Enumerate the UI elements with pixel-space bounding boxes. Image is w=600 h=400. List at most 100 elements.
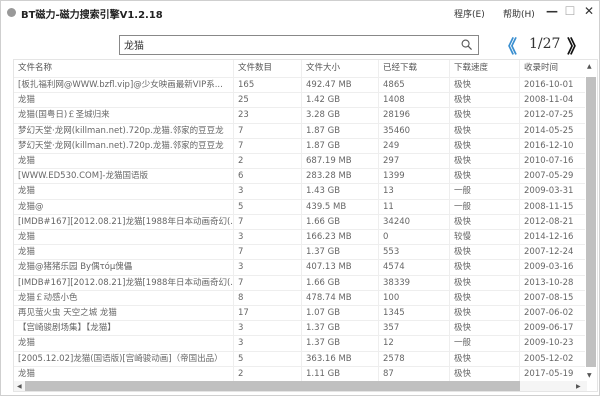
table-row[interactable]: [板扎福利网@WWW.bzfl.vip]@少女映画最新VIP系... 165 492… <box>14 77 587 93</box>
table-row[interactable]: 龙猫@猪猪乐园 By偶τóμ傀儡 3 407.13 MB 4574 极快 2009-03-… <box>14 259 587 275</box>
cell-file-count: 25 <box>234 93 302 108</box>
cell-file-size: 1.37 GB <box>302 321 379 336</box>
cell-date: 2017-05-19 <box>524 368 574 379</box>
table-row[interactable]: 龙猫 3 1.37 GB 12 一般 2009-10-23 <box>14 335 587 351</box>
cell-downloaded: 12 <box>379 336 450 351</box>
cell-file-size: 687.19 MB <box>302 154 379 169</box>
table-row[interactable]: 梦幻天堂·龙网(killman.net).720p.龙猫.邻家的豆豆龙 7 1.87… <box>14 122 587 138</box>
cell-file-name: 龙猫 <box>14 184 234 199</box>
cell-speed: 一般 <box>450 184 520 199</box>
cell-downloaded: 87 <box>379 366 450 381</box>
cell-downloaded: 4865 <box>379 78 450 93</box>
cell-file-name: 龙猫(国粤日)￡圣城归来 <box>14 108 234 123</box>
cell-downloaded: 1408 <box>379 93 450 108</box>
vertical-scrollbar[interactable]: ▲ ▼ <box>585 60 597 381</box>
maximize-icon[interactable]: ☐ <box>564 4 576 18</box>
horizontal-scroll-thumb[interactable] <box>25 381 520 391</box>
cell-file-size: 1.87 GB <box>302 123 379 138</box>
table-row[interactable]: 龙猫 3 166.23 MB 0 较慢 2014-12-16 <box>14 229 587 245</box>
cell-date: 2007-06-02 <box>524 308 574 318</box>
cell-file-size: 1.37 GB <box>302 245 379 260</box>
menu-help[interactable]: 帮助(H) <box>503 10 535 20</box>
minimize-icon[interactable]: — <box>546 4 558 18</box>
cell-date: 2005-12-02 <box>524 353 574 364</box>
table-row[interactable]: 龙猫 3 1.43 GB 13 一般 2009-03-31 <box>14 183 587 199</box>
cell-file-count: 5 <box>234 199 302 214</box>
col-header-size[interactable]: 文件大小 <box>302 60 379 77</box>
cell-file-count: 8 <box>234 290 302 305</box>
cell-file-count: 3 <box>234 184 302 199</box>
table-row[interactable]: 龙猫￡动感小色 8 478.74 MB 100 极快 2007-08-15 <box>14 289 587 305</box>
vertical-scroll-thumb[interactable] <box>586 77 596 367</box>
table-row[interactable]: 龙猫 25 1.42 GB 1408 极快 2008-11-04 <box>14 92 587 108</box>
cell-speed: 极快 <box>450 306 520 321</box>
cell-file-name: [2005.12.02]龙猫(国语版)[宫崎骏动画]（帝国出品） <box>14 351 234 366</box>
col-header-name[interactable]: 文件名称 <box>14 60 234 77</box>
table-row[interactable]: 再见萤火虫 天空之城 龙猫 17 1.07 GB 1345 极快 2007-06-02 <box>14 305 587 321</box>
cell-file-count: 6 <box>234 169 302 184</box>
cell-date: 2008-11-15 <box>524 201 574 212</box>
table-row[interactable]: 龙猫 2 1.11 GB 87 极快 2017-05-19 <box>14 365 587 381</box>
cell-file-size: 1.43 GB <box>302 184 379 199</box>
cell-file-size: 1.07 GB <box>302 306 379 321</box>
cell-date: 2009-03-16 <box>524 262 574 273</box>
cell-file-size: 407.13 MB <box>302 260 379 275</box>
cell-file-count: 165 <box>234 78 302 93</box>
cell-speed: 一般 <box>450 336 520 351</box>
cell-file-name: 龙猫 <box>14 93 234 108</box>
col-header-count[interactable]: 文件数目 <box>234 60 302 77</box>
table-row[interactable]: 梦幻天堂·龙网(killman.net).720p.龙猫.邻家的豆豆龙 7 1.87… <box>14 137 587 153</box>
table-row[interactable]: 龙猫(国粤日)￡圣城归来 23 3.28 GB 28196 极快 2012-07-25 <box>14 107 587 123</box>
cell-file-size: 439.5 MB <box>302 199 379 214</box>
cell-downloaded: 13 <box>379 184 450 199</box>
col-header-downloaded[interactable]: 已经下载 <box>379 60 450 77</box>
scroll-left-icon[interactable]: ◀ <box>17 383 22 390</box>
table-row[interactable]: 龙猫@ 5 439.5 MB 11 一般 2008-11-15 <box>14 198 587 214</box>
cell-speed: 极快 <box>450 123 520 138</box>
cell-date: 2010-07-16 <box>524 156 574 166</box>
table-row[interactable]: [WWW.ED530.COM]-龙猫国语版 6 283.28 MB 1399 极快 200… <box>14 168 587 184</box>
col-header-speed[interactable]: 下载速度 <box>450 60 520 77</box>
scroll-down-icon[interactable]: ▼ <box>587 372 592 379</box>
cell-file-size: 1.87 GB <box>302 138 379 153</box>
table-row[interactable]: [IMDB#167][2012.08.21]龙猫[1988年日本动画奇幻(...… <box>14 274 587 290</box>
search-icon[interactable] <box>461 39 472 50</box>
cell-date: 2016-12-10 <box>524 140 574 151</box>
cell-file-name: 龙猫 <box>14 366 234 381</box>
cell-file-count: 7 <box>234 138 302 153</box>
col-header-date[interactable]: 收录时间 <box>524 63 559 73</box>
close-icon[interactable]: ✕ <box>583 4 595 18</box>
menu-program[interactable]: 程序(E) <box>454 10 485 20</box>
next-page-button[interactable]: 》 <box>567 37 585 58</box>
cell-file-name: 龙猫@ <box>14 199 234 214</box>
cell-file-count: 3 <box>234 336 302 351</box>
cell-date: 2007-05-29 <box>524 171 574 182</box>
cell-file-name: 龙猫@猪猪乐园 By偶τóμ傀儡 <box>14 260 234 275</box>
table-header: 文件名称 文件数目 文件大小 已经下载 下载速度 收录时间 <box>14 60 587 77</box>
horizontal-scrollbar[interactable]: ◀ ▶ <box>14 381 587 391</box>
cell-speed: 极快 <box>450 78 520 93</box>
prev-page-button[interactable]: 《 <box>499 37 517 58</box>
cell-speed: 较慢 <box>450 230 520 245</box>
table-row[interactable]: 龙猫 2 687.19 MB 297 极快 2010-07-16 <box>14 153 587 169</box>
scroll-right-icon[interactable]: ▶ <box>576 383 581 390</box>
cell-speed: 极快 <box>450 275 520 290</box>
cell-file-size: 363.16 MB <box>302 351 379 366</box>
cell-date: 2014-05-25 <box>524 125 574 136</box>
cell-downloaded: 297 <box>379 154 450 169</box>
cell-downloaded: 1345 <box>379 306 450 321</box>
table-row[interactable]: 【宫崎骏剧场集】【龙猫】 3 1.37 GB 357 极快 2009-06-17 <box>14 320 587 336</box>
table-row[interactable]: [2005.12.02]龙猫(国语版)[宫崎骏动画]（帝国出品） 5 363.16 … <box>14 350 587 366</box>
table-row[interactable]: [IMDB#167][2012.08.21]龙猫[1988年日本动画奇幻(...… <box>14 213 587 229</box>
cell-date: 2008-11-04 <box>524 95 574 106</box>
cell-speed: 极快 <box>450 138 520 153</box>
search-input[interactable] <box>124 39 454 50</box>
table-row[interactable]: 龙猫 7 1.37 GB 553 极快 2007-12-24 <box>14 244 587 260</box>
scroll-up-icon[interactable]: ▲ <box>587 63 592 70</box>
cell-file-size: 1.66 GB <box>302 275 379 290</box>
cell-speed: 极快 <box>450 366 520 381</box>
cell-downloaded: 357 <box>379 321 450 336</box>
cell-file-name: 梦幻天堂·龙网(killman.net).720p.龙猫.邻家的豆豆龙 <box>14 123 234 138</box>
cell-file-count: 7 <box>234 214 302 229</box>
